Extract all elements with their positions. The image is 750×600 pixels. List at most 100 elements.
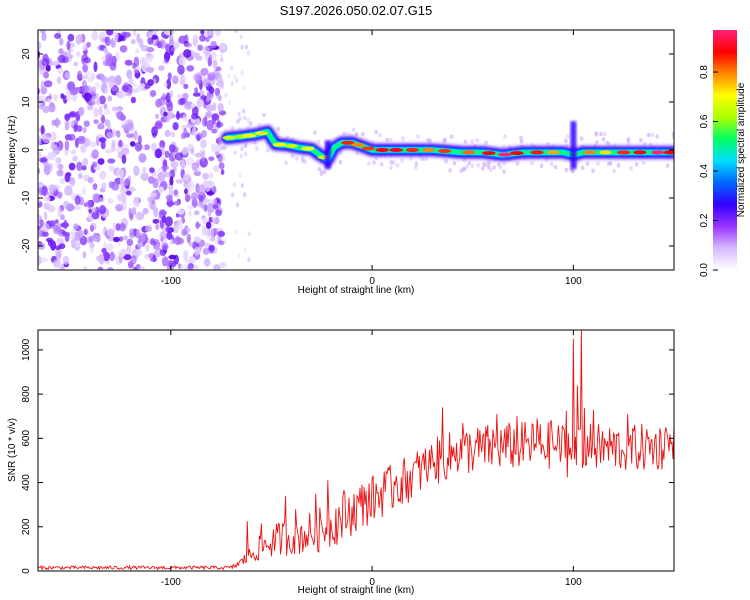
noise-blob <box>45 237 54 243</box>
halo-speck <box>612 168 616 174</box>
noise-blob <box>38 150 42 161</box>
noise-blob <box>164 150 170 158</box>
noise-blob <box>178 56 186 67</box>
noise-blob <box>43 211 48 221</box>
noise-blob <box>57 191 63 199</box>
ridge-hotspot <box>599 150 612 155</box>
noise-blob <box>126 238 134 247</box>
noise-blob <box>215 66 222 72</box>
noise-blob <box>151 126 159 137</box>
colorbar-tick-label: 0.0 <box>699 263 710 277</box>
noise-blob <box>87 176 94 184</box>
halo-speck <box>265 148 270 153</box>
noise-blob <box>169 239 174 245</box>
colorbar-tick-label: 0.2 <box>699 213 710 227</box>
noise-blob <box>175 179 184 184</box>
noise-blob <box>91 149 99 160</box>
noise-blob <box>130 96 136 104</box>
noise-blob <box>128 207 132 218</box>
noise-blob <box>64 72 70 79</box>
noise-blob <box>213 264 221 270</box>
snr-series-line <box>38 330 674 571</box>
noise-blob <box>149 90 157 97</box>
halo-speck <box>233 150 237 155</box>
halo-speck <box>378 132 382 138</box>
noise-blob <box>143 144 151 151</box>
noise-blob <box>83 202 88 207</box>
noise-blob <box>136 248 143 256</box>
noise-blob <box>98 253 105 265</box>
noise-blob <box>223 238 227 244</box>
noise-blob <box>87 236 91 244</box>
noise-blob <box>59 178 65 185</box>
noise-blob <box>88 208 92 214</box>
y-tick-label: 1000 <box>21 338 32 361</box>
halo-speck <box>389 165 393 170</box>
noise-blob <box>166 78 172 90</box>
noise-blob <box>232 182 236 188</box>
noise-blob <box>89 243 94 254</box>
noise-blob <box>106 131 113 139</box>
ridge-hotspot <box>254 131 268 136</box>
x-tick-label: -100 <box>161 276 181 287</box>
noise-blob <box>77 229 84 239</box>
halo-speck <box>389 160 394 165</box>
noise-blob <box>117 140 124 148</box>
noise-blob <box>191 198 198 208</box>
noise-blob <box>203 242 211 248</box>
ridge-hotspot <box>651 150 665 155</box>
noise-blob <box>105 148 113 154</box>
noise-blob <box>176 237 184 245</box>
noise-blob <box>76 33 84 44</box>
noise-blob <box>122 31 131 38</box>
snr-panel: -100 0 100 0 200 400 600 800 1000 Height of str… <box>7 329 675 596</box>
noise-blob <box>190 256 197 264</box>
noise-blob <box>184 42 192 48</box>
halo-speck <box>414 161 419 166</box>
noise-blob <box>173 189 178 196</box>
noise-blob <box>58 54 66 64</box>
noise-blob <box>44 80 53 88</box>
noise-blob <box>159 140 166 149</box>
noise-blob <box>49 152 57 158</box>
noise-blob <box>173 259 179 265</box>
noise-blob <box>104 36 111 46</box>
noise-blob <box>77 70 83 79</box>
halo-speck <box>553 164 558 170</box>
halo-speck <box>301 159 305 164</box>
noise-blob <box>43 162 52 171</box>
halo-speck <box>481 161 486 167</box>
noise-blob <box>187 204 195 210</box>
colorbar-scale <box>713 30 737 270</box>
noise-blob <box>244 44 249 50</box>
halo-speck <box>366 161 371 166</box>
noise-blob <box>50 141 55 150</box>
spectrogram-y-axis-label: Frequency (Hz) <box>7 116 18 185</box>
noise-blob <box>155 223 160 230</box>
noise-blob <box>179 97 185 105</box>
halo-speck <box>461 167 465 172</box>
noise-blob <box>243 247 247 253</box>
y-tick-label: 400 <box>21 474 32 491</box>
halo-speck <box>465 164 469 169</box>
noise-blob <box>153 249 161 258</box>
colorbar: 0.0 0.2 0.4 0.6 0.8 Normalized spectral ampl… <box>699 30 747 277</box>
noise-blob <box>38 201 43 208</box>
noise-blob <box>91 211 100 220</box>
noise-blob <box>154 121 163 129</box>
halo-speck <box>319 171 324 177</box>
noise-blob <box>196 134 201 142</box>
noise-blob <box>73 61 79 67</box>
noise-blob <box>56 76 62 84</box>
noise-blob <box>112 31 119 42</box>
noise-blob <box>193 34 199 40</box>
noise-blob <box>155 113 159 120</box>
noise-blob <box>227 73 231 79</box>
noise-blob <box>63 231 71 237</box>
x-tick-label: 0 <box>369 276 375 287</box>
noise-blob <box>182 92 189 100</box>
noise-blob <box>87 104 94 111</box>
halo-speck <box>497 162 501 167</box>
noise-blob <box>243 192 247 198</box>
halo-speck <box>284 160 288 165</box>
